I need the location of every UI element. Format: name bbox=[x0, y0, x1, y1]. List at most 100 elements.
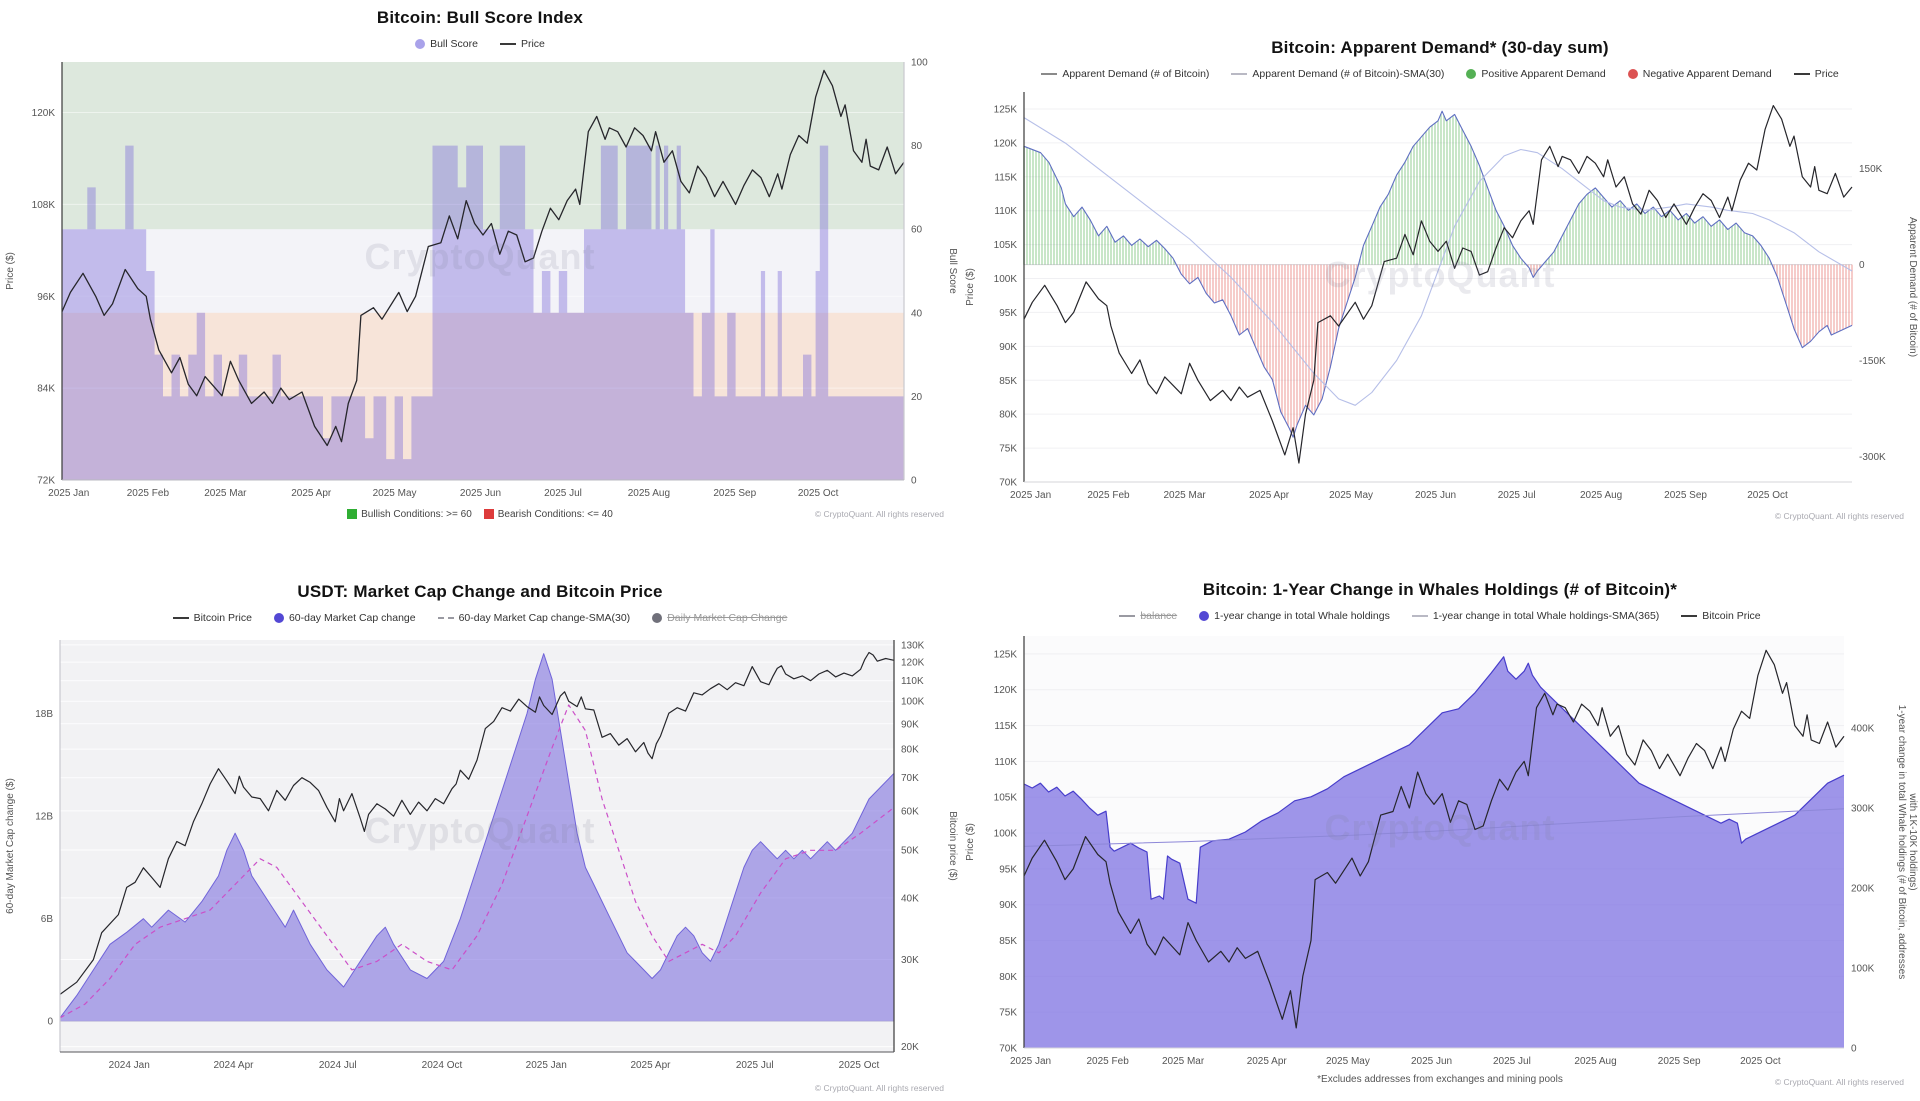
legend-item[interactable]: 1-year change in total Whale holdings-SM… bbox=[1411, 610, 1659, 622]
chart-canvas[interactable]: 70K 75K 80K 85K 90K 95K 100K 105K 110K 115K 120K 12… bbox=[960, 84, 1920, 508]
svg-text:2025 Oct: 2025 Oct bbox=[1740, 1056, 1781, 1067]
legend-item[interactable]: 1-year change in total Whale holdings bbox=[1199, 610, 1390, 622]
legend-item[interactable]: 60-day Market Cap change-SMA(30) bbox=[437, 612, 630, 624]
legend-dot-icon bbox=[1199, 610, 1210, 621]
svg-text:2025 Jun: 2025 Jun bbox=[1415, 490, 1456, 501]
svg-text:95K: 95K bbox=[999, 308, 1017, 319]
svg-text:0: 0 bbox=[47, 1017, 53, 1028]
svg-text:2025 Jul: 2025 Jul bbox=[544, 488, 582, 499]
svg-text:2025 Jul: 2025 Jul bbox=[1498, 490, 1536, 501]
copyright: © CryptoQuant. All rights reserved bbox=[814, 509, 944, 519]
chart-canvas[interactable]: 70K 75K 80K 85K 90K 95K 100K 105K 110K 115K 120K 12… bbox=[960, 626, 1920, 1074]
svg-text:100: 100 bbox=[911, 58, 928, 69]
svg-text:2025 Aug: 2025 Aug bbox=[1574, 1056, 1616, 1067]
chart-footer: © CryptoQuant. All rights reserved bbox=[960, 508, 1920, 530]
svg-text:80: 80 bbox=[911, 141, 923, 152]
svg-text:2025 Jun: 2025 Jun bbox=[1411, 1056, 1452, 1067]
plot-area: 70K 75K 80K 85K 90K 95K 100K 105K 110K 115K 120K 12… bbox=[960, 626, 1920, 1074]
svg-text:100K: 100K bbox=[994, 829, 1018, 840]
chart-canvas[interactable]: 0 6B 12B 18B 20K 30K 40K 50K 60K 70K 80K 90K 100K 110… bbox=[0, 628, 960, 1080]
svg-text:12B: 12B bbox=[35, 812, 53, 823]
svg-text:2025 May: 2025 May bbox=[373, 488, 417, 499]
chart-canvas[interactable]: 72K 84K 96K 108K 120K 0 20 40 60 80 100 2025 Jan 202… bbox=[0, 54, 960, 506]
svg-text:2025 Mar: 2025 Mar bbox=[1164, 490, 1207, 501]
svg-text:2025 Jan: 2025 Jan bbox=[48, 488, 89, 499]
svg-text:60K: 60K bbox=[901, 806, 919, 817]
svg-text:2025 Jul: 2025 Jul bbox=[736, 1060, 774, 1071]
legend-item[interactable]: 60-day Market Cap change bbox=[273, 612, 416, 624]
svg-text:2025 Feb: 2025 Feb bbox=[1087, 1056, 1130, 1067]
svg-text:80K: 80K bbox=[999, 972, 1017, 983]
legend-dot-icon bbox=[415, 38, 426, 49]
svg-text:Price ($): Price ($) bbox=[965, 823, 976, 861]
copyright: © CryptoQuant. All rights reserved bbox=[1774, 1077, 1904, 1087]
copyright: © CryptoQuant. All rights reserved bbox=[814, 1083, 944, 1093]
svg-text:Price ($): Price ($) bbox=[5, 252, 16, 290]
svg-text:120K: 120K bbox=[994, 138, 1018, 149]
legend-item[interactable]: Price bbox=[1793, 68, 1839, 80]
svg-text:40K: 40K bbox=[901, 893, 919, 904]
svg-text:110K: 110K bbox=[901, 676, 924, 687]
chart-footnote: *Excludes addresses from exchanges and m… bbox=[1317, 1074, 1563, 1085]
legend: Bitcoin Price 60-day Market Cap change 60-… bbox=[0, 610, 960, 625]
legend-line-icon bbox=[499, 42, 516, 45]
chart-title: USDT: Market Cap Change and Bitcoin Pric… bbox=[297, 582, 663, 601]
chart-footer: *Excludes addresses from exchanges and m… bbox=[960, 1074, 1920, 1096]
svg-text:18B: 18B bbox=[35, 709, 53, 720]
svg-text:120K: 120K bbox=[994, 685, 1018, 696]
svg-text:2025 Jun: 2025 Jun bbox=[460, 488, 501, 499]
legend-item[interactable]: Positive Apparent Demand bbox=[1466, 68, 1606, 80]
svg-text:0: 0 bbox=[911, 476, 917, 487]
legend-line-icon bbox=[1681, 614, 1698, 617]
legend-dot-icon bbox=[1627, 68, 1638, 79]
svg-text:95K: 95K bbox=[999, 864, 1017, 875]
svg-text:2025 Apr: 2025 Apr bbox=[1247, 1056, 1288, 1067]
chart-card-apparent-demand: Bitcoin: Apparent Demand* (30-day sum) A… bbox=[960, 0, 1920, 550]
legend-item[interactable]: Bitcoin Price bbox=[172, 612, 252, 624]
svg-text:2024 Jan: 2024 Jan bbox=[109, 1060, 150, 1071]
svg-text:85K: 85K bbox=[999, 376, 1017, 387]
chart-title: Bitcoin: 1-Year Change in Whales Holding… bbox=[1202, 580, 1678, 599]
svg-text:90K: 90K bbox=[999, 900, 1017, 911]
svg-text:40: 40 bbox=[911, 308, 923, 319]
svg-text:115K: 115K bbox=[994, 721, 1017, 732]
svg-text:0: 0 bbox=[1851, 1044, 1857, 1055]
condition-square-icon bbox=[483, 509, 494, 519]
svg-text:2025 Jul: 2025 Jul bbox=[1493, 1056, 1531, 1067]
legend-item[interactable]: balance bbox=[1119, 610, 1177, 622]
svg-text:1-year change in total Whale h: 1-year change in total Whale holdings (#… bbox=[1896, 705, 1907, 980]
svg-text:100K: 100K bbox=[1851, 964, 1875, 975]
svg-text:2025 Apr: 2025 Apr bbox=[630, 1060, 671, 1071]
svg-text:110K: 110K bbox=[994, 206, 1017, 217]
legend-item[interactable]: Bull Score bbox=[415, 38, 478, 50]
chart-title: Bitcoin: Apparent Demand* (30-day sum) bbox=[1271, 38, 1609, 57]
svg-text:100K: 100K bbox=[994, 274, 1018, 285]
chart-card-whale-holdings: Bitcoin: 1-Year Change in Whales Holding… bbox=[960, 550, 1920, 1101]
svg-text:120K: 120K bbox=[32, 108, 56, 119]
svg-text:150K: 150K bbox=[1859, 164, 1883, 175]
svg-text:96K: 96K bbox=[37, 292, 55, 303]
legend-dot-icon bbox=[1466, 68, 1477, 79]
zone-legend: Bullish Conditions: >= 60 Bearish Conditi… bbox=[0, 506, 960, 522]
legend-item[interactable]: Daily Market Cap Change bbox=[652, 612, 787, 624]
svg-text:2025 Oct: 2025 Oct bbox=[798, 488, 839, 499]
chart-footer: Bullish Conditions: >= 60 Bearish Conditi… bbox=[0, 506, 960, 528]
svg-text:80K: 80K bbox=[999, 410, 1017, 421]
svg-text:120K: 120K bbox=[901, 658, 925, 669]
svg-text:-150K: -150K bbox=[1859, 356, 1886, 367]
svg-text:2025 Mar: 2025 Mar bbox=[204, 488, 247, 499]
svg-text:2025 Jan: 2025 Jan bbox=[1010, 1056, 1051, 1067]
svg-text:Bitcoin price ($): Bitcoin price ($) bbox=[947, 811, 958, 880]
svg-text:70K: 70K bbox=[999, 1044, 1017, 1055]
condition-legend-item: Bearish Conditions: <= 40 bbox=[483, 509, 613, 520]
legend-item[interactable]: Bitcoin Price bbox=[1681, 610, 1761, 622]
legend-item[interactable]: Price bbox=[499, 38, 545, 50]
svg-text:100K: 100K bbox=[901, 697, 925, 708]
svg-text:2025 Oct: 2025 Oct bbox=[839, 1060, 880, 1071]
svg-text:2024 Oct: 2024 Oct bbox=[422, 1060, 463, 1071]
legend-item[interactable]: Negative Apparent Demand bbox=[1627, 68, 1772, 80]
legend-item[interactable]: Apparent Demand (# of Bitcoin) bbox=[1041, 68, 1209, 80]
legend-item[interactable]: Apparent Demand (# of Bitcoin)-SMA(30) bbox=[1231, 68, 1444, 80]
svg-text:50K: 50K bbox=[901, 845, 919, 856]
